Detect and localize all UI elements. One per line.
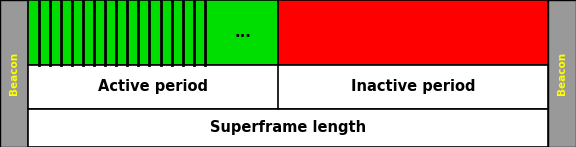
Text: Inactive period: Inactive period [351,79,475,94]
Bar [548,0,576,147]
Text: Beacon: Beacon [557,52,567,95]
Bar [278,0,548,65]
Bar [28,109,548,147]
Bar [28,65,548,109]
Text: Beacon: Beacon [9,52,19,95]
Text: Superframe length: Superframe length [210,120,366,135]
Bar [28,0,278,65]
Bar [28,0,548,65]
Text: Active period: Active period [98,79,208,94]
Text: ...: ... [234,25,251,40]
Bar [0,0,28,147]
